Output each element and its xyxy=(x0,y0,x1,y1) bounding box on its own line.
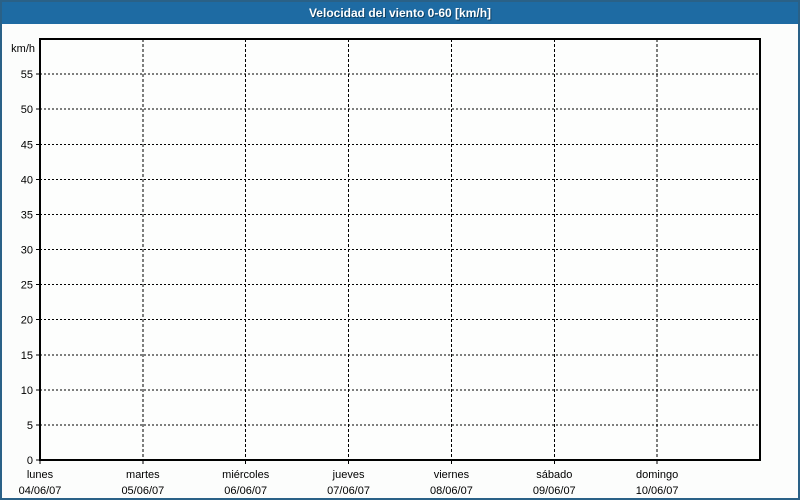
x-axis-date-label: 06/06/07 xyxy=(224,485,267,497)
chart-title: Velocidad del viento 0-60 [km/h] xyxy=(308,6,492,20)
y-axis-unit-label: km/h xyxy=(11,43,35,55)
y-axis-tick-label: 0 xyxy=(27,455,33,467)
x-axis-date-label: 10/06/07 xyxy=(636,485,679,497)
y-axis-tick-label: 55 xyxy=(21,69,33,81)
x-axis-day-label: jueves xyxy=(332,469,365,481)
y-axis-tick-label: 25 xyxy=(21,280,33,292)
y-axis-tick-label: 15 xyxy=(21,350,33,362)
y-axis-tick-label: 50 xyxy=(21,104,33,116)
x-axis-day-label: lunes xyxy=(27,469,54,481)
x-axis-day-label: domingo xyxy=(636,469,678,481)
x-axis-date-label: 04/06/07 xyxy=(19,485,62,497)
x-axis-day-label: miércoles xyxy=(222,469,270,481)
x-axis-date-label: 09/06/07 xyxy=(533,485,576,497)
y-axis-tick-label: 30 xyxy=(21,245,33,257)
x-axis-day-label: viernes xyxy=(434,469,470,481)
chart-title-bar: Velocidad del viento 0-60 [km/h] xyxy=(2,2,798,24)
y-axis-tick-label: 10 xyxy=(21,385,33,397)
x-axis-date-label: 08/06/07 xyxy=(430,485,473,497)
y-axis-tick-label: 20 xyxy=(21,315,33,327)
y-axis-tick-label: 40 xyxy=(21,174,33,186)
x-axis-date-label: 07/06/07 xyxy=(327,485,370,497)
x-axis-date-label: 05/06/07 xyxy=(121,485,164,497)
wind-speed-chart: 0 5 10 15 20 25 30 35 40 45 50 55 km/h lunes 04/06/07 m… xyxy=(11,38,761,497)
y-axis-tick-label: 45 xyxy=(21,139,33,151)
x-axis-day-label: sábado xyxy=(536,469,572,481)
x-axis-day-label: martes xyxy=(126,469,160,481)
y-axis-tick-label: 35 xyxy=(21,209,33,221)
y-axis-tick-label: 5 xyxy=(27,420,33,432)
plot-frame xyxy=(39,38,761,461)
